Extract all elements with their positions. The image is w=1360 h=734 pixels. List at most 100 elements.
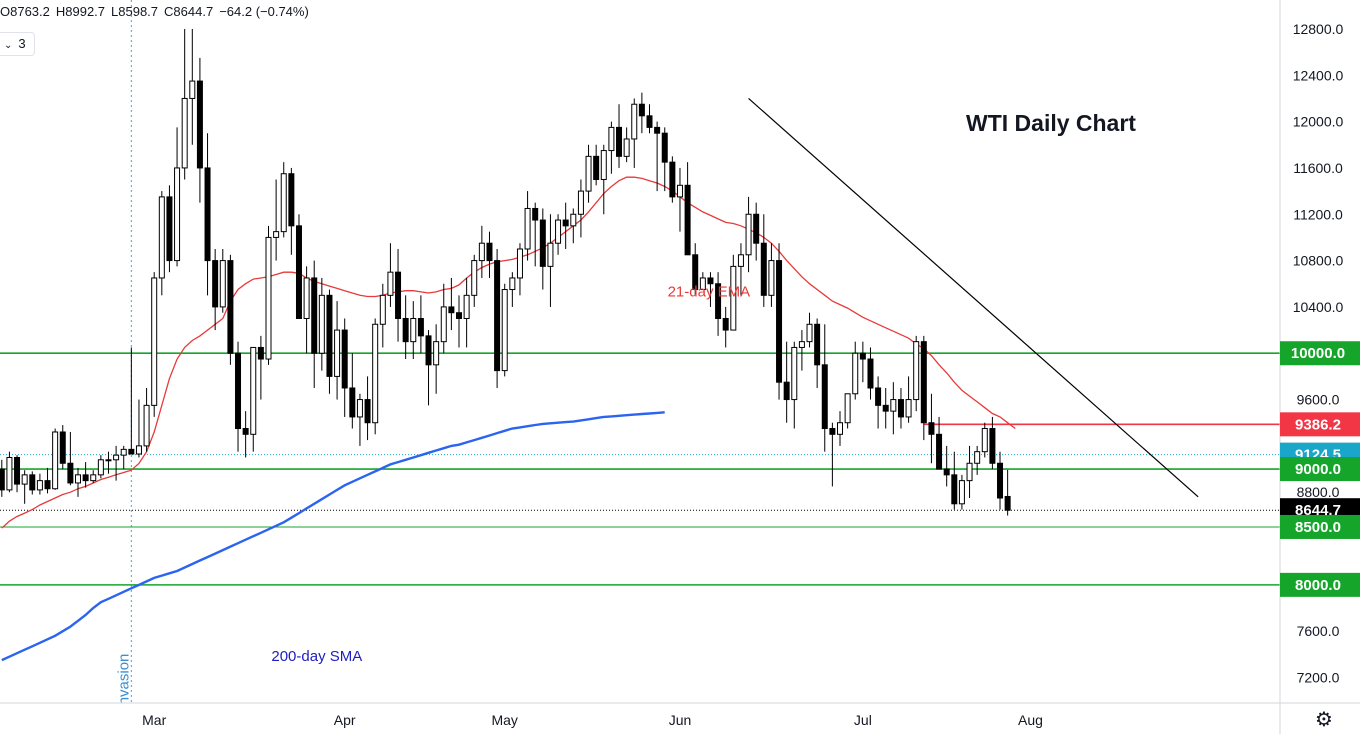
candle-body	[768, 260, 775, 296]
candle-body	[699, 277, 706, 291]
candle-body	[974, 451, 981, 464]
candle-body	[356, 399, 363, 418]
candle-body	[1004, 495, 1011, 511]
price-tag-8500.0: 8500.0	[1280, 514, 1360, 539]
candle-body	[181, 97, 188, 169]
candle	[859, 341, 866, 383]
price-tag-bg	[1280, 412, 1360, 437]
candle-body	[456, 312, 462, 319]
annotation-label: 200-day SMA	[271, 648, 362, 665]
candle-body	[273, 231, 280, 238]
candle	[128, 347, 135, 455]
candle	[920, 335, 927, 441]
y-tick-label: 8800.0	[1297, 484, 1340, 500]
candle	[676, 167, 683, 232]
candle-body	[440, 306, 447, 343]
candle	[242, 411, 249, 458]
candle	[989, 416, 996, 470]
candle-body	[989, 428, 996, 464]
candle-body	[882, 404, 889, 412]
candle	[638, 92, 645, 134]
x-tick-label: May	[491, 712, 517, 728]
candle	[852, 341, 859, 400]
candle-body	[966, 462, 973, 482]
candle-body	[745, 213, 752, 256]
candle	[928, 393, 935, 464]
candle	[295, 214, 302, 319]
candle	[158, 191, 165, 296]
candle	[875, 376, 882, 429]
candle-body	[36, 480, 43, 491]
low-value: L8598.7	[111, 4, 159, 19]
candle	[135, 399, 142, 458]
candle-body	[372, 323, 379, 424]
candle-body	[958, 480, 965, 505]
candle	[265, 225, 272, 365]
candle-body	[501, 289, 508, 372]
candle	[440, 283, 447, 354]
candle-body	[844, 393, 851, 424]
candle	[29, 471, 36, 495]
candle-body	[227, 260, 234, 354]
candle-body	[59, 431, 66, 464]
candle	[90, 470, 97, 483]
candle	[943, 445, 950, 487]
indicators-toggle[interactable]: ⌄ 3	[0, 32, 35, 56]
candle	[372, 318, 379, 435]
candle-body	[128, 448, 135, 455]
candle-body	[463, 294, 470, 319]
candle	[318, 277, 325, 371]
x-tick-label: Jun	[669, 712, 692, 728]
candle-body	[669, 161, 676, 198]
candle-body	[936, 433, 943, 470]
candle	[75, 467, 81, 497]
price-tag-bg	[1280, 572, 1360, 597]
candle	[837, 411, 843, 446]
candle	[997, 451, 1004, 510]
candle-body	[814, 323, 821, 366]
candle-body	[593, 155, 600, 181]
candle-body	[235, 352, 242, 430]
candle	[913, 335, 920, 412]
candle-body	[67, 462, 74, 484]
candle	[196, 57, 203, 203]
candle	[364, 376, 371, 441]
ema-line	[1, 176, 1016, 529]
candle	[311, 260, 318, 388]
candle	[745, 196, 752, 273]
candle	[303, 266, 310, 354]
close-value: C8644.7	[164, 4, 214, 19]
candle-body	[52, 431, 59, 490]
candle	[661, 127, 668, 192]
candle	[616, 104, 623, 168]
candle-body	[547, 242, 554, 267]
price-tag-text: 9386.2	[1295, 416, 1341, 433]
candle	[593, 144, 600, 186]
candle	[174, 127, 181, 267]
candle	[798, 330, 805, 371]
candle-body	[448, 306, 455, 314]
candle-body	[204, 167, 211, 262]
price-tag-text: 8500.0	[1295, 519, 1341, 536]
candle	[97, 455, 104, 479]
candle-body	[524, 207, 531, 250]
y-tick-label: 12000.0	[1293, 114, 1344, 130]
candle	[737, 243, 744, 296]
candle	[478, 225, 485, 278]
candle-body	[943, 468, 950, 476]
candle-body	[829, 428, 836, 435]
candle-body	[760, 242, 767, 296]
y-tick-label: 10400.0	[1293, 299, 1344, 315]
candle	[623, 127, 630, 163]
candle	[59, 425, 66, 470]
ohlc-legend: O8763.2 H8992.7 L8598.7 C8644.7 −64.2 (−0.74…	[0, 4, 315, 19]
candle-body	[646, 115, 653, 128]
gear-icon[interactable]: ⚙	[1315, 709, 1333, 731]
candle	[585, 144, 592, 203]
candle	[958, 474, 965, 510]
candle-body	[29, 474, 36, 491]
candle	[631, 98, 638, 168]
candle	[151, 272, 158, 417]
y-tick-label: 9600.0	[1297, 392, 1340, 408]
